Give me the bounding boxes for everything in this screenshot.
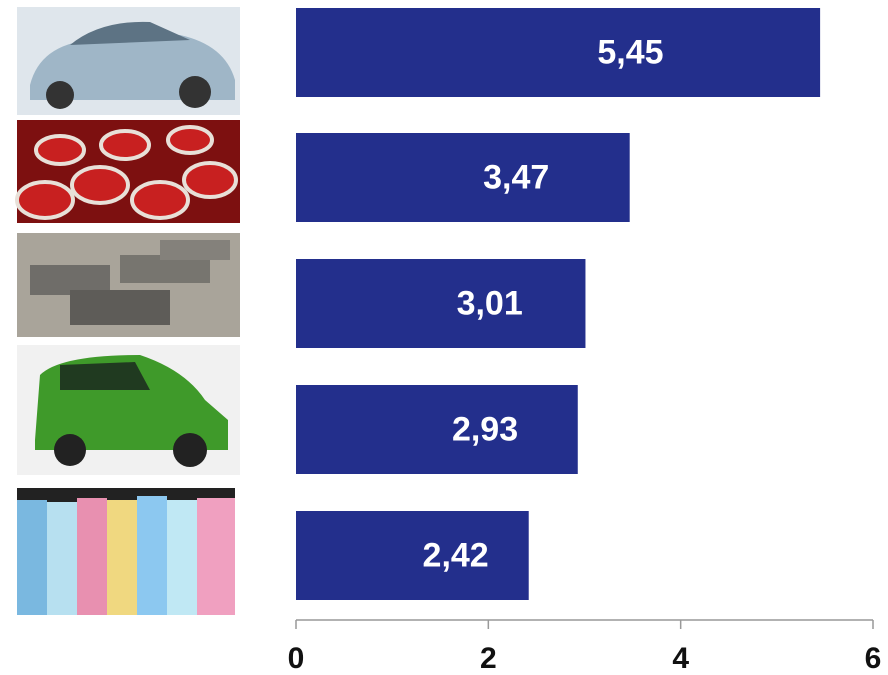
value-label: 5,45	[597, 33, 663, 71]
bar	[296, 511, 529, 600]
category-images	[17, 7, 240, 615]
value-label: 2,42	[423, 536, 489, 574]
x-tick-label: 4	[672, 642, 689, 675]
car-image	[17, 7, 240, 115]
blocks-image	[17, 233, 240, 337]
x-tick-label: 2	[480, 642, 497, 675]
x-tick-label: 0	[288, 642, 305, 675]
shirts-image	[17, 488, 235, 615]
value-label: 3,01	[457, 284, 523, 322]
van-image	[17, 345, 240, 475]
bar	[296, 8, 820, 97]
chart: 5,45 3,47 3,01 2,93 2,42 0 2 4 6	[0, 0, 888, 675]
barrels-image	[17, 120, 240, 223]
x-tick-label: 6	[865, 642, 882, 675]
bar	[296, 133, 630, 222]
value-label: 2,93	[452, 410, 518, 448]
bar	[296, 259, 585, 348]
value-label: 3,47	[483, 158, 549, 196]
bar	[296, 385, 578, 474]
